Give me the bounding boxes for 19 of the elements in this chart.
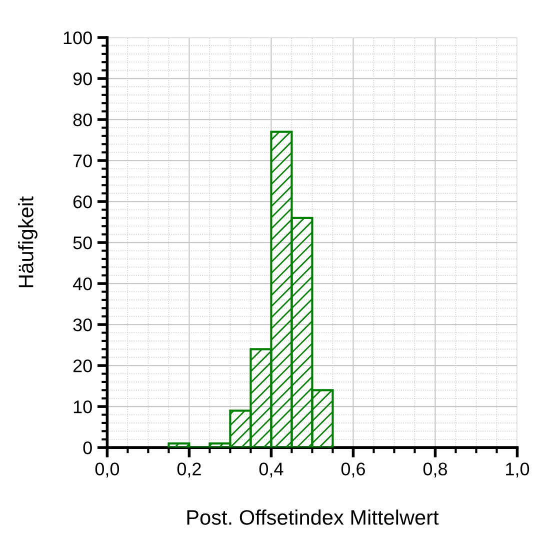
y-tick-label: 20 — [73, 359, 92, 372]
y-tick-label: 10 — [74, 400, 92, 414]
y-tick-label: 90 — [73, 72, 92, 86]
x-tick-label: 0,0 — [95, 462, 120, 478]
y-tick-label: 60 — [73, 195, 92, 208]
y-tick-label: 80 — [73, 113, 92, 126]
y-tick-label: 40 — [72, 277, 92, 290]
y-tick-label: 0 — [83, 441, 92, 454]
y-tick-label: 100 — [64, 31, 92, 44]
y-tick-label: 50 — [73, 236, 92, 250]
x-tick-label: 1,0 — [506, 462, 530, 478]
x-tick-label: 0,6 — [341, 462, 365, 478]
x-tick-label: 0,2 — [177, 462, 201, 478]
y-tick-label: 70 — [73, 154, 92, 168]
y-axis-title: Häufigkeit — [18, 196, 38, 288]
x-tick-label: 0,8 — [423, 462, 447, 478]
x-axis-title: Post. Offsetindex Mittelwert — [187, 510, 439, 525]
y-tick-label: 30 — [73, 318, 92, 332]
x-tick-label: 0,4 — [259, 462, 284, 478]
